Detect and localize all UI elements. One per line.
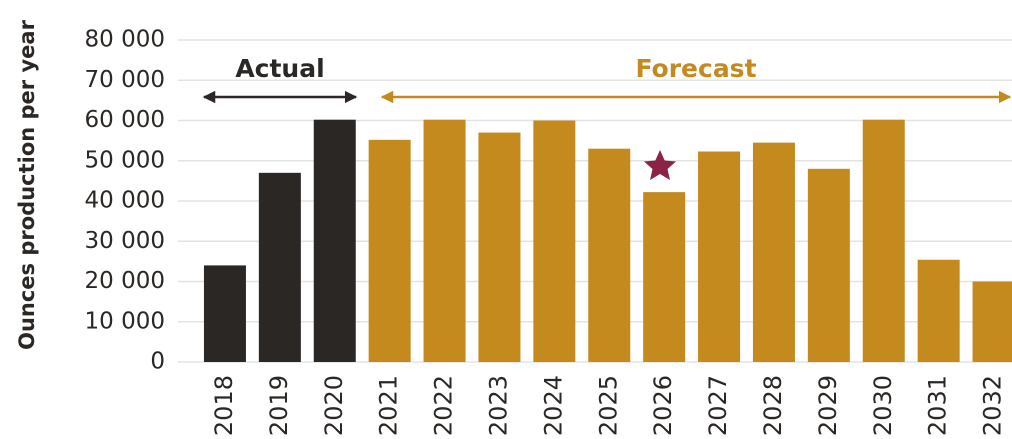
x-tick-label: 2019: [265, 375, 293, 436]
bar: [533, 120, 576, 362]
forecast-label: Forecast: [635, 54, 756, 83]
actual-label: Actual: [235, 54, 324, 83]
bar: [752, 142, 795, 362]
y-tick-label: 60 000: [85, 107, 165, 133]
x-tick-label: 2024: [539, 375, 567, 436]
y-tick-label: 50 000: [85, 147, 165, 173]
bar: [588, 148, 631, 362]
bar: [423, 119, 466, 362]
star-marker: [644, 150, 676, 180]
x-tick-label: 2031: [924, 375, 952, 436]
y-axis-title: Ounces production per year: [15, 19, 39, 349]
x-tick-label: 2032: [979, 375, 1007, 436]
bar: [972, 281, 1012, 362]
y-tick-label: 80 000: [85, 27, 165, 53]
x-tick-label: 2027: [704, 375, 732, 436]
x-tick-label: 2026: [649, 375, 677, 436]
bar: [698, 151, 741, 362]
x-tick-label: 2029: [814, 375, 842, 436]
y-tick-label: 70 000: [85, 67, 165, 93]
y-tick-label: 30 000: [85, 228, 165, 254]
bar: [368, 139, 411, 362]
x-tick-label: 2021: [375, 375, 403, 436]
x-tick-label: 2023: [484, 375, 512, 436]
y-tick-label: 40 000: [85, 188, 165, 214]
y-tick-label: 20 000: [85, 268, 165, 294]
x-tick-label: 2018: [210, 375, 238, 436]
bar: [917, 259, 960, 362]
bar: [807, 168, 850, 362]
x-tick-label: 2030: [869, 375, 897, 436]
bar: [643, 192, 686, 362]
y-tick-label: 0: [150, 349, 165, 375]
x-tick-label: 2028: [759, 375, 787, 436]
y-tick-label: 10 000: [85, 308, 165, 334]
bar: [862, 119, 905, 362]
bar: [258, 172, 301, 362]
x-tick-label: 2020: [320, 375, 348, 436]
x-tick-label: 2022: [430, 375, 458, 436]
bar: [478, 132, 521, 362]
x-tick-label: 2025: [594, 375, 622, 436]
bar: [313, 119, 356, 362]
bars: [203, 119, 1012, 362]
bar: [203, 265, 246, 362]
